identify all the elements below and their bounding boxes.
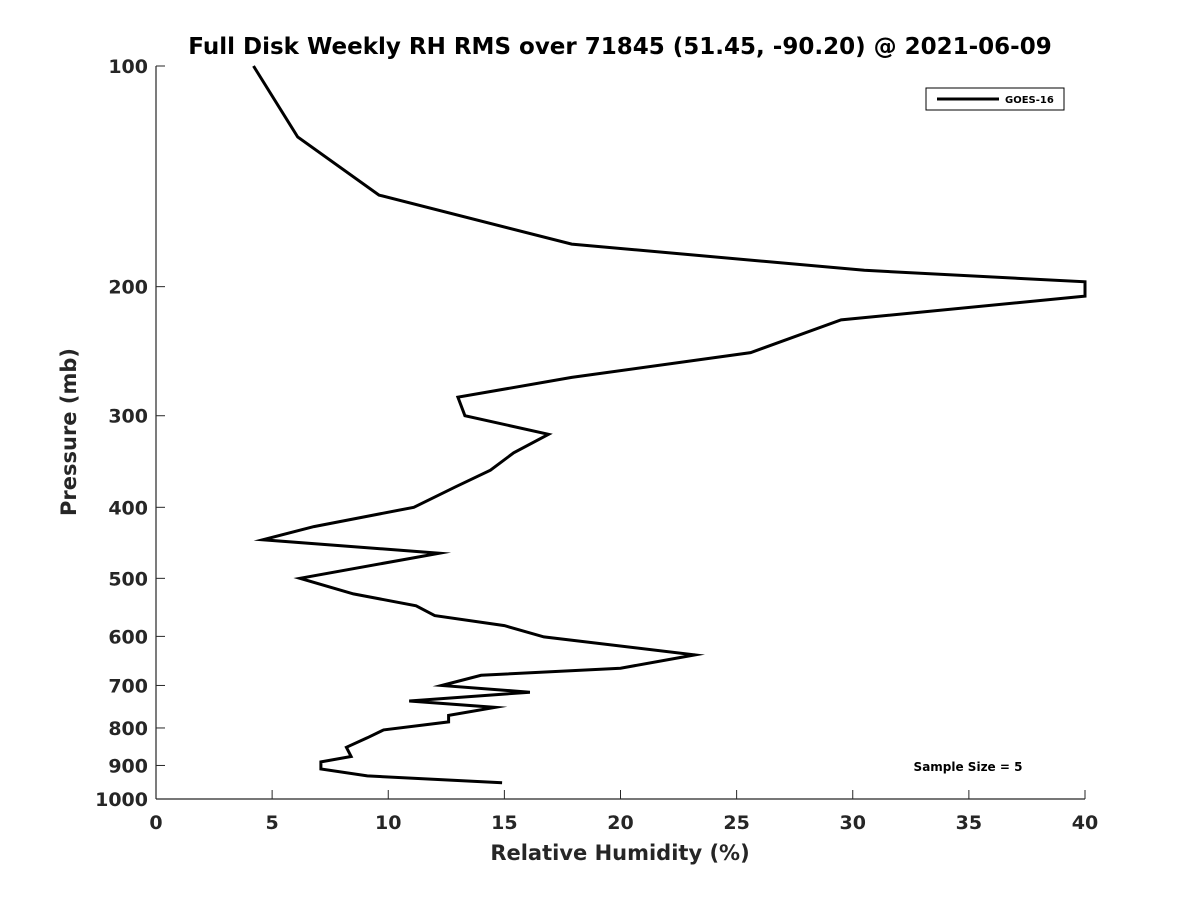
y-tick-label: 700 (108, 675, 148, 697)
y-axis-label: Pressure (mb) (57, 348, 81, 516)
x-tick-label: 5 (266, 812, 279, 834)
y-tick-label: 300 (108, 406, 148, 428)
x-tick-label: 25 (723, 812, 749, 834)
y-tick-label: 800 (108, 718, 148, 740)
chart-title: Full Disk Weekly RH RMS over 71845 (51.4… (188, 34, 1051, 60)
x-tick-label: 30 (840, 812, 866, 834)
x-tick-label: 0 (149, 812, 162, 834)
x-axis-ticks: 0 5 10 15 20 25 30 35 40 (149, 790, 1098, 834)
y-tick-label: 400 (108, 497, 148, 519)
y-axis-ticks: 100 200 300 400 500 600 700 800 900 1000 (95, 56, 165, 811)
y-tick-label: 600 (108, 626, 148, 648)
sample-size-annotation: Sample Size = 5 (914, 760, 1023, 774)
y-tick-label: 900 (108, 755, 148, 777)
legend: GOES-16 (925, 87, 1065, 111)
x-tick-label: 20 (607, 812, 633, 834)
y-tick-label: 200 (108, 277, 148, 299)
x-tick-label: 35 (956, 812, 982, 834)
y-tick-label: 100 (108, 56, 148, 78)
x-tick-label: 10 (375, 812, 401, 834)
x-tick-label: 40 (1072, 812, 1098, 834)
x-tick-label: 15 (491, 812, 517, 834)
y-tick-label: 1000 (95, 789, 148, 811)
y-tick-label: 500 (108, 568, 148, 590)
legend-label-goes-16: GOES-16 (1005, 95, 1054, 106)
series-group (252, 65, 1087, 785)
x-axis-label: Relative Humidity (%) (490, 841, 749, 865)
axes (155, 66, 1085, 800)
series-line-goes-16 (252, 65, 1087, 785)
